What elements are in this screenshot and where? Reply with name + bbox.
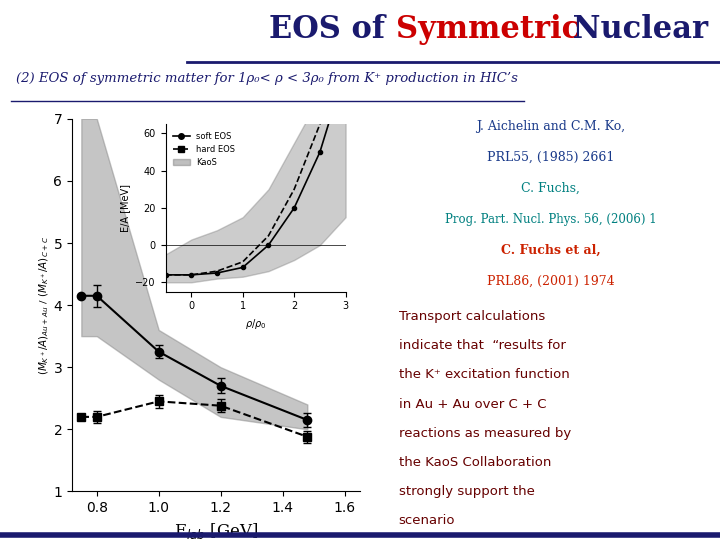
Text: C. Fuchs et al,: C. Fuchs et al, — [501, 244, 600, 257]
Text: PRL55, (1985) 2661: PRL55, (1985) 2661 — [487, 151, 614, 164]
Legend: soft EOS, hard EOS, KaoS: soft EOS, hard EOS, KaoS — [170, 129, 239, 170]
Text: EOS of: EOS of — [269, 14, 396, 45]
Text: the K⁺ excitation function: the K⁺ excitation function — [399, 368, 570, 381]
Text: indicate that  “results for: indicate that “results for — [399, 339, 565, 352]
X-axis label: E$_{lab}$ [GeV]: E$_{lab}$ [GeV] — [174, 521, 258, 540]
Y-axis label: $(M_{K^+}/A)_{Au+Au}$ / $(M_{K^+}/A)_{C+C}$: $(M_{K^+}/A)_{Au+Au}$ / $(M_{K^+}/A)_{C+… — [37, 235, 50, 375]
X-axis label: $\rho/\rho_0$: $\rho/\rho_0$ — [245, 317, 266, 331]
Text: Prog. Part. Nucl. Phys. 56, (2006) 1: Prog. Part. Nucl. Phys. 56, (2006) 1 — [445, 213, 657, 226]
Text: in Au + Au over C + C: in Au + Au over C + C — [399, 397, 546, 410]
Text: strongly support the: strongly support the — [399, 485, 534, 498]
Text: J. Aichelin and C.M. Ko,: J. Aichelin and C.M. Ko, — [476, 120, 626, 133]
Text: reactions as measured by: reactions as measured by — [399, 427, 571, 440]
Text: PRL86, (2001) 1974: PRL86, (2001) 1974 — [487, 275, 615, 288]
Text: Symmetric: Symmetric — [396, 14, 580, 45]
Text: scenario: scenario — [399, 514, 455, 527]
Text: (2) EOS of symmetric matter for 1ρ₀< ρ < 3ρ₀ from K⁺ production in HIC’s: (2) EOS of symmetric matter for 1ρ₀< ρ <… — [16, 72, 518, 85]
Text: the KaoS Collaboration: the KaoS Collaboration — [399, 456, 551, 469]
Text: Transport calculations: Transport calculations — [399, 310, 545, 323]
Y-axis label: E/A [MeV]: E/A [MeV] — [120, 184, 130, 232]
Text: C. Fuchs,: C. Fuchs, — [521, 182, 580, 195]
Text: Nuclear Matter: Nuclear Matter — [562, 14, 720, 45]
